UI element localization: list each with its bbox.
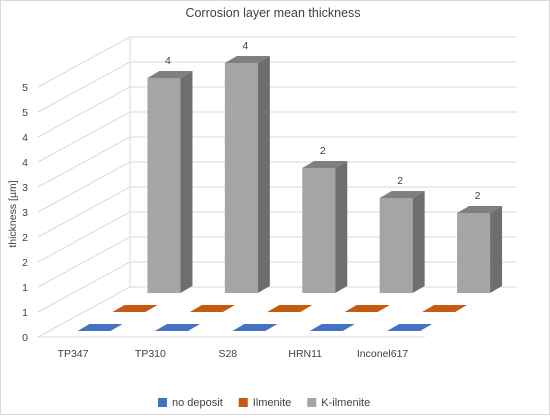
y-tick-label: 0 xyxy=(22,332,28,344)
bar xyxy=(189,305,235,312)
bar xyxy=(387,324,433,331)
bar xyxy=(112,305,158,312)
y-tick-label: 4 xyxy=(22,157,28,169)
bar-top xyxy=(302,161,348,168)
y-axis-label: thickness [µm] xyxy=(7,180,19,247)
data-label: 4 xyxy=(165,55,171,67)
bar xyxy=(147,78,181,293)
legend-swatch xyxy=(158,398,167,407)
legend: no deposit Ilmenite K-ilmenite xyxy=(158,397,370,409)
legend-label: Ilmenite xyxy=(253,397,292,409)
y-tick-label: 4 xyxy=(22,132,28,144)
bar-top xyxy=(379,191,425,198)
y-tick-label: 3 xyxy=(22,207,28,219)
y-tick-labels: 0 1 1 2 2 3 3 4 4 5 5 xyxy=(22,82,28,344)
bar xyxy=(379,198,413,293)
x-tick-label: TP347 xyxy=(58,348,89,360)
x-tick-label: HRN11 xyxy=(288,348,322,360)
x-tick-label: TP310 xyxy=(135,348,166,360)
bar-side xyxy=(257,56,270,293)
bar-side xyxy=(412,191,425,293)
chart-title: Corrosion layer mean thickness xyxy=(185,6,360,20)
y-tick-label: 1 xyxy=(22,307,28,319)
bar-side xyxy=(180,71,193,293)
y-tick-label: 2 xyxy=(22,257,28,269)
y-tick-label: 3 xyxy=(22,182,28,194)
legend-swatch xyxy=(238,398,248,407)
bar-top xyxy=(147,71,193,78)
y-tick-label: 2 xyxy=(22,232,28,244)
bar-side xyxy=(335,161,348,293)
y-tick-label: 5 xyxy=(22,82,28,94)
bars-layer xyxy=(77,56,503,331)
data-label: 2 xyxy=(475,190,481,202)
y-tick-label: 5 xyxy=(22,107,28,119)
bar-side xyxy=(490,206,503,293)
data-label: 2 xyxy=(320,145,326,157)
bar-top xyxy=(224,56,270,63)
bar xyxy=(77,324,123,331)
bar xyxy=(302,168,336,293)
x-tick-labels: TP347 TP310 S28 HRN11 Inconel617 xyxy=(58,348,409,360)
x-tick-label: Inconel617 xyxy=(357,348,409,360)
bar xyxy=(232,324,278,331)
bar xyxy=(457,213,491,293)
legend-label: K-ilmenite xyxy=(321,397,370,409)
x-tick-label: S28 xyxy=(218,348,237,360)
bar xyxy=(154,324,200,331)
data-labels-layer: 4 4 2 2 2 xyxy=(165,40,481,202)
legend-label: no deposit xyxy=(172,397,223,409)
data-label: 4 xyxy=(242,40,248,52)
bar-top xyxy=(457,206,503,213)
bar xyxy=(344,305,390,312)
bar xyxy=(224,63,258,293)
bar xyxy=(422,305,468,312)
bar xyxy=(267,305,313,312)
grid-layer xyxy=(37,36,517,338)
y-tick-label: 1 xyxy=(22,282,28,294)
legend-swatch xyxy=(307,398,317,407)
data-label: 2 xyxy=(397,175,403,187)
bar xyxy=(309,324,355,331)
